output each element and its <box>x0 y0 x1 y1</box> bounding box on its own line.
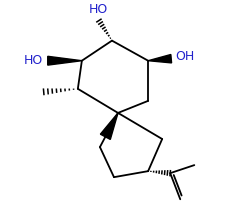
Text: HO: HO <box>23 54 43 67</box>
Text: HO: HO <box>88 3 108 16</box>
Polygon shape <box>100 113 118 140</box>
Polygon shape <box>148 55 172 63</box>
Text: OH: OH <box>175 50 194 63</box>
Polygon shape <box>48 56 82 65</box>
